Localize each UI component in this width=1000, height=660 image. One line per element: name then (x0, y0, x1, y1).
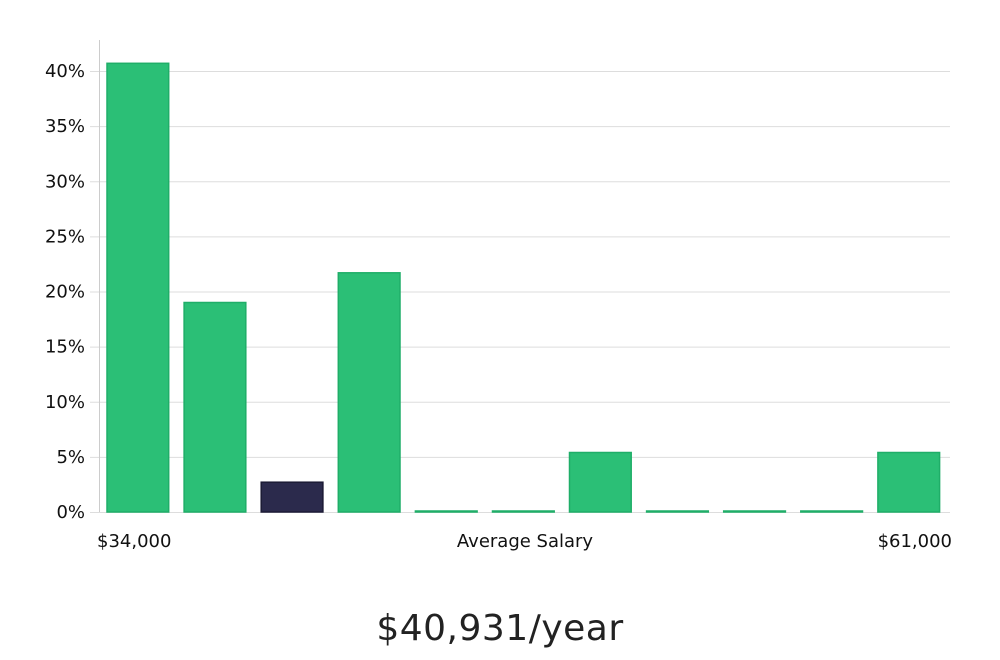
y-tick-label: 0% (56, 502, 85, 523)
x-axis-min-label: $34,000 (97, 531, 171, 552)
bar (491, 510, 555, 513)
y-tick-label: 10% (45, 392, 85, 413)
bar (183, 301, 247, 513)
bar (414, 510, 478, 513)
y-tick-label: 40% (45, 61, 85, 82)
bar (106, 62, 170, 513)
x-axis-title: Average Salary (457, 531, 594, 552)
bar (800, 510, 864, 513)
y-tick-label: 5% (56, 447, 85, 468)
bars (106, 62, 941, 513)
y-tick-label: 20% (45, 282, 85, 303)
bar (877, 451, 941, 513)
y-axis-tick-labels: 0% 5% 10% 15% 20% 25% 30% 35% 40% (45, 61, 85, 523)
bar-highlighted (260, 481, 324, 513)
y-tick-label: 25% (45, 226, 85, 247)
bar (722, 510, 787, 513)
y-tick-label: 35% (45, 116, 85, 137)
y-tick-label: 30% (45, 171, 85, 192)
average-salary-value: $40,931/year (376, 608, 624, 649)
salary-distribution-chart: 0% 5% 10% 15% 20% 25% 30% 35% 40% $34,000 Averag… (45, 40, 952, 552)
bar (568, 451, 632, 513)
x-axis-max-label: $61,000 (878, 531, 952, 552)
y-tick-label: 15% (45, 337, 85, 358)
bar (645, 510, 710, 513)
bar (337, 272, 401, 513)
